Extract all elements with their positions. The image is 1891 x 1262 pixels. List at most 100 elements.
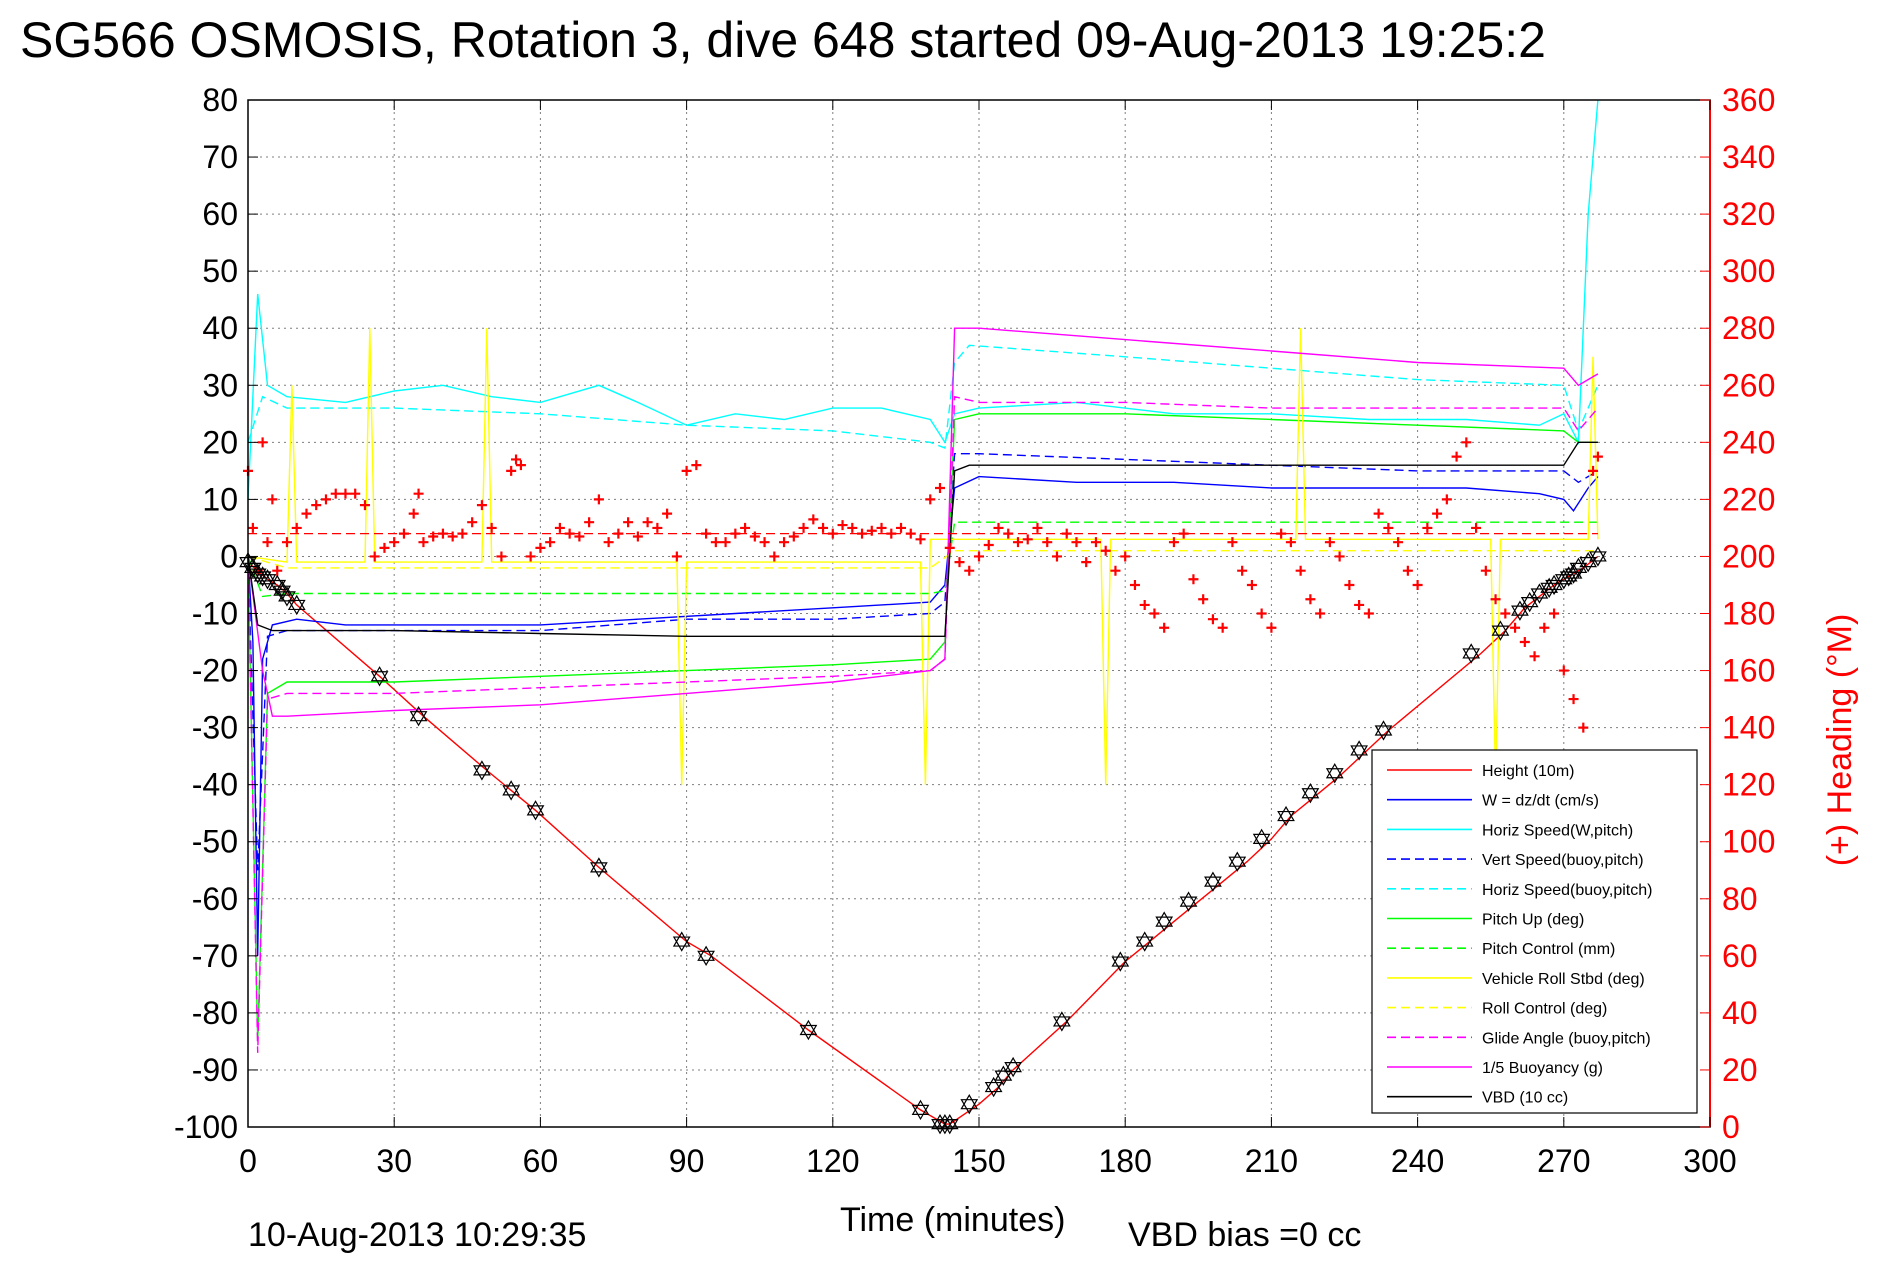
heading-point [769,551,780,562]
vbd-marker [1179,891,1198,912]
heading-point [993,522,1004,533]
vbd-markers-layer [239,546,1607,1135]
series-line-2 [247,475,1599,956]
right-axis-label: (+) Heading (°M) [1821,614,1859,867]
vbd-marker [287,594,306,616]
legend-label: 1/5 Buoyancy (g) [1482,1060,1603,1077]
heading-point [1139,599,1150,610]
footer-right: VBD bias =0 cc [1128,1216,1361,1254]
heading-point [554,522,565,533]
heading-point [652,522,663,533]
heading-point [1344,579,1355,590]
heading-point [359,500,370,511]
vbd-marker [1204,871,1222,892]
right-tick-label: 0 [1722,1109,1740,1145]
legend-label: Horiz Speed(W,pitch) [1482,822,1633,839]
vbd-marker [1579,551,1598,573]
heading-point [1168,537,1179,548]
axes: 0 30 60 90 120 150 180 210 240 270 300-100-90-80-7… [174,82,1775,1179]
heading-point [983,540,994,551]
vbd-marker [1350,740,1368,761]
heading-point [837,520,848,531]
heading-point [759,537,770,548]
vbd-marker [960,1093,979,1115]
heading-point [1129,579,1140,590]
heading-point [896,522,907,533]
heading-point [749,531,760,542]
heading-point [281,537,292,548]
y-tick-label: 50 [202,253,238,289]
heading-point [808,514,819,525]
x-tick-label: 210 [1245,1143,1298,1179]
heading-point [935,482,946,493]
heading-point [1373,508,1384,519]
heading-point [467,517,478,528]
heading-point [1500,608,1511,619]
vbd-marker [1252,828,1271,850]
heading-point [1100,545,1111,556]
heading-point [1588,465,1599,476]
heading-point [506,465,517,476]
heading-point [905,528,916,539]
heading-point [428,531,439,542]
heading-point [1592,451,1603,462]
x-tick-label: 60 [523,1143,559,1179]
y-tick-label: 70 [202,139,238,175]
right-tick-label: 220 [1722,481,1775,517]
heading-point [1324,537,1335,548]
heading-point [925,494,936,505]
legend-label: Vert Speed(buoy,pitch) [1482,852,1644,869]
vbd-marker [799,1019,818,1041]
heading-layer [243,437,1603,733]
heading-point [262,537,273,548]
x-tick-label: 90 [669,1143,705,1179]
heading-point [379,542,390,553]
right-tick-label: 40 [1722,995,1758,1031]
series-line-6 [247,413,1598,1042]
right-tick-label: 300 [1722,253,1775,289]
heading-point [496,551,507,562]
y-tick-label: -60 [192,881,238,917]
heading-point [1266,622,1277,633]
heading-point [408,508,419,519]
vbd-marker [1325,763,1344,784]
heading-point [740,522,751,533]
heading-point [798,522,809,533]
legend-label: W = dz/dt (cm/s) [1482,793,1599,810]
legend-label: VBD (10 cc) [1482,1090,1568,1107]
y-tick-label: 40 [202,310,238,346]
vbd-marker [1520,591,1539,613]
vbd-marker [1135,931,1154,952]
series-line-3 [247,99,1599,500]
heading-point [272,565,283,576]
vbd-marker [994,1065,1013,1086]
y-tick-label: -80 [192,995,238,1031]
heading-point [311,500,322,511]
y-tick-label: 20 [202,424,238,460]
vbd-marker [1530,583,1549,604]
heading-point [1285,537,1296,548]
right-tick-label: 60 [1722,938,1758,974]
series-line-4 [247,453,1599,871]
x-tick-label: 300 [1683,1143,1736,1179]
heading-point [593,494,604,505]
heading-point [1334,551,1345,562]
heading-point [1198,594,1209,605]
heading-point [1022,534,1033,545]
legend-label: Pitch Control (mm) [1482,941,1615,958]
heading-point [1237,565,1248,576]
y-tick-label: -50 [192,824,238,860]
heading-point [1490,594,1501,605]
heading-point [1519,637,1530,648]
series-line-9 [247,550,1598,569]
heading-point [1393,537,1404,548]
legend-label: Pitch Up (deg) [1482,912,1584,929]
vbd-marker [1111,951,1130,972]
heading-point [662,508,673,519]
heading-point [535,542,546,553]
heading-point [1120,551,1131,562]
heading-point [1402,565,1413,576]
legend-label: Height (10m) [1482,763,1574,780]
heading-point [779,537,790,548]
